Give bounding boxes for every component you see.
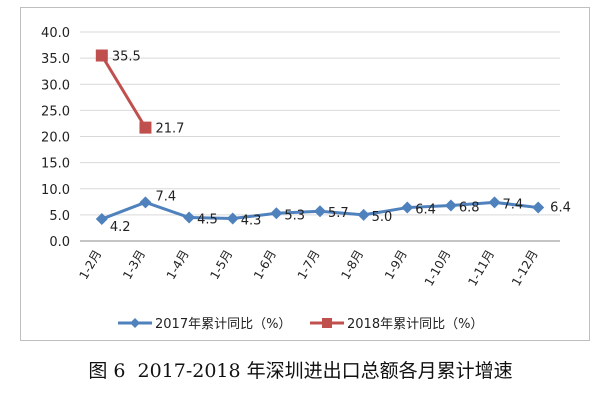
figure-number: 图 6	[88, 360, 126, 382]
data-point	[488, 196, 501, 209]
y-tick-label: 10.0	[41, 183, 70, 198]
data-label: 6.8	[459, 200, 480, 215]
data-label: 35.5	[112, 50, 141, 65]
y-tick-label: 30.0	[41, 78, 70, 93]
data-label: 6.4	[550, 201, 571, 216]
legend-label: 2018年累计同比（%）	[347, 317, 483, 332]
data-point	[139, 196, 152, 209]
legend-marker	[130, 318, 140, 328]
data-label: 5.0	[372, 210, 393, 225]
data-point	[401, 201, 414, 214]
chart-border	[20, 7, 590, 341]
data-point	[314, 205, 326, 218]
figure-title: 2017-2018 年深圳进出口总额各月累计增速	[137, 360, 513, 382]
data-point	[226, 212, 239, 225]
y-tick-label: 25.0	[41, 104, 70, 119]
y-tick-label: 40.0	[41, 26, 70, 41]
figure-caption: 图 6 2017-2018 年深圳进出口总额各月累计增速	[0, 356, 601, 383]
data-point	[95, 49, 108, 62]
data-label: 7.4	[503, 197, 524, 212]
data-point	[183, 211, 196, 224]
data-label: 5.7	[328, 206, 349, 221]
data-label: 7.4	[155, 189, 176, 204]
data-label: 4.5	[197, 212, 218, 227]
data-label: 4.3	[241, 214, 262, 229]
y-tick-label: 15.0	[41, 157, 70, 172]
data-point	[357, 208, 370, 221]
data-point	[444, 199, 457, 212]
data-label: 6.4	[415, 203, 436, 218]
line-chart: 0.05.010.015.020.025.030.035.040.01-2月 1-…	[20, 7, 590, 341]
y-tick-label: 35.0	[41, 52, 70, 67]
legend-label: 2017年累计同比（%）	[155, 317, 291, 332]
y-tick-label: 20.0	[41, 131, 70, 146]
data-point	[139, 121, 152, 134]
legend-marker	[322, 318, 332, 328]
data-label: 5.3	[284, 208, 305, 223]
data-point	[532, 201, 545, 214]
data-point	[270, 207, 283, 220]
data-point	[95, 213, 108, 226]
y-tick-label: 0.0	[49, 235, 70, 250]
y-tick-label: 5.0	[49, 209, 70, 224]
data-label: 21.7	[155, 122, 184, 137]
data-label: 4.2	[110, 220, 131, 235]
series-line	[100, 54, 147, 129]
